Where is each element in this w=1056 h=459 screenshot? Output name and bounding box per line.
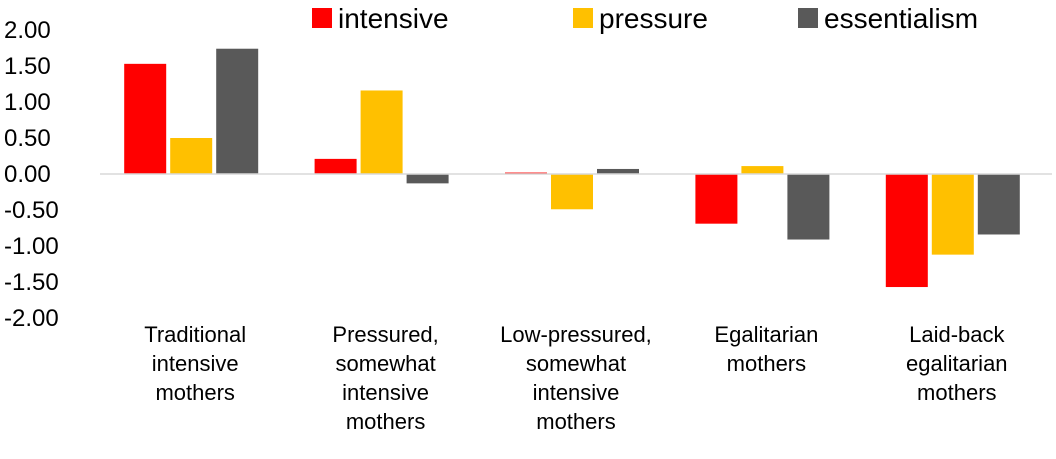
category-label: Low-pressured, somewhat intensive mothers bbox=[500, 322, 652, 434]
y-tick-label: -1.00 bbox=[4, 233, 59, 260]
category-label-line: somewhat bbox=[526, 351, 626, 376]
y-tick-label: 2.00 bbox=[4, 17, 51, 44]
y-axis: 2.00 1.50 1.00 0.50 0.00 -0.50 -1.00 -1.50 -2.00 bbox=[4, 17, 59, 332]
category-label-line: Low-pressured, bbox=[500, 322, 652, 347]
y-tick-label: -2.00 bbox=[4, 305, 59, 332]
bar-essentialism bbox=[977, 174, 1020, 235]
category-label: Pressured, somewhat intensive mothers bbox=[332, 322, 438, 434]
category-label-line: mothers bbox=[727, 351, 806, 376]
category-label: Egalitarian mothers bbox=[714, 322, 818, 376]
legend-swatch-pressure bbox=[573, 8, 593, 28]
category-label: Laid-back egalitarian mothers bbox=[906, 322, 1008, 405]
y-tick-label: -0.50 bbox=[4, 197, 59, 224]
legend-label-essentialism: essentialism bbox=[824, 3, 978, 34]
category-label-line: intensive bbox=[152, 351, 239, 376]
legend: intensive pressure essentialism bbox=[312, 3, 978, 34]
category-label-line: Laid-back bbox=[909, 322, 1005, 347]
bar-essentialism bbox=[597, 168, 639, 174]
category-label-line: mothers bbox=[346, 409, 425, 434]
y-tick-label: 1.50 bbox=[4, 53, 51, 80]
category-label-line: somewhat bbox=[335, 351, 435, 376]
bar-pressure bbox=[360, 90, 403, 174]
legend-label-pressure: pressure bbox=[599, 3, 708, 34]
legend-swatch-intensive bbox=[312, 8, 332, 28]
bar-pressure bbox=[931, 174, 974, 255]
bar-essentialism bbox=[216, 48, 259, 174]
bar-intensive bbox=[314, 158, 357, 174]
category-label-line: Pressured, bbox=[332, 322, 438, 347]
category-label-line: Egalitarian bbox=[714, 322, 818, 347]
category-label: Traditional intensive mothers bbox=[144, 322, 246, 405]
bar-pressure bbox=[551, 174, 593, 210]
bar-intensive bbox=[885, 174, 928, 288]
category-label-line: mothers bbox=[917, 380, 996, 405]
y-tick-label: 1.00 bbox=[4, 89, 51, 116]
bar-essentialism bbox=[787, 174, 830, 240]
bar-pressure bbox=[170, 138, 213, 174]
category-label-line: egalitarian bbox=[906, 351, 1008, 376]
category-label-line: Traditional bbox=[144, 322, 246, 347]
bar-pressure bbox=[741, 166, 784, 174]
y-tick-label: -1.50 bbox=[4, 269, 59, 296]
bar-intensive bbox=[695, 174, 738, 224]
x-axis: Traditional intensive mothers Pressured, som… bbox=[144, 322, 1007, 434]
plot-area bbox=[100, 48, 1052, 288]
y-tick-label: 0.50 bbox=[4, 125, 51, 152]
category-label-line: mothers bbox=[536, 409, 615, 434]
category-label-line: intensive bbox=[533, 380, 620, 405]
bar-intensive bbox=[124, 63, 167, 175]
y-tick-label: 0.00 bbox=[4, 161, 51, 188]
legend-label-intensive: intensive bbox=[338, 3, 449, 34]
category-label-line: mothers bbox=[155, 380, 234, 405]
bar-essentialism bbox=[406, 174, 449, 184]
category-label-line: intensive bbox=[342, 380, 429, 405]
legend-swatch-essentialism bbox=[798, 8, 818, 28]
